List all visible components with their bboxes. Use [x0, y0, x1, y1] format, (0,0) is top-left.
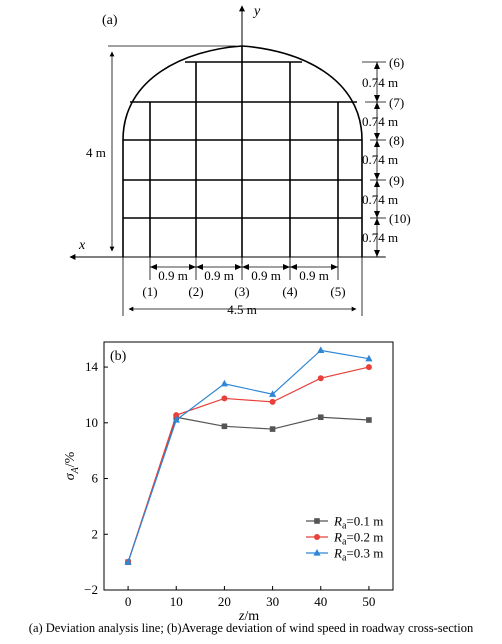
figure-caption: (a) Deviation analysis line; (b)Average … [28, 621, 474, 635]
line-label-3: (3) [234, 284, 249, 299]
data-point [366, 417, 372, 423]
y-axis-title: σA/% [63, 451, 81, 480]
data-point [269, 398, 276, 405]
series-line [127, 366, 370, 563]
legend-item-3: Ra=0.3 m [306, 546, 383, 564]
panel-b-chart: (b) 0 10 20 30 40 50 −2 2 6 10 14 z/m σA/% Ra=0.1 … [63, 341, 394, 624]
legend-label: Ra=0.1 m [333, 514, 383, 532]
panel-a-diagram: (a) y x 4 m (6) 0.74 m ( [69, 4, 411, 317]
line-label-7: (7) [389, 95, 404, 110]
data-point [268, 390, 277, 397]
y-axis-label: y [252, 4, 261, 19]
data-point [317, 375, 324, 382]
series-line [127, 349, 370, 563]
line-label-5: (5) [330, 284, 345, 299]
spacing-label-7-8: 0.74 m [362, 114, 398, 129]
x-axis-label: x [78, 238, 86, 253]
spacing-label-10-base: 0.74 m [362, 230, 398, 245]
x-tick-label: 20 [218, 594, 231, 609]
data-point [173, 412, 180, 419]
legend-item-2: Ra=0.2 m [306, 530, 383, 548]
data-point [365, 364, 372, 371]
data-point [221, 423, 228, 430]
legend-marker [314, 518, 320, 524]
panel-a-label: (a) [102, 13, 118, 28]
legend-label: Ra=0.3 m [333, 546, 383, 564]
x-tick-label: 50 [362, 594, 375, 609]
panel-b-label: (b) [110, 349, 127, 364]
data-point [317, 414, 324, 421]
line-label-8: (8) [389, 133, 404, 148]
series-line [127, 416, 369, 563]
y-tick-label: 14 [85, 359, 99, 374]
data-point [317, 346, 325, 353]
data-point [221, 395, 228, 402]
data-point [124, 558, 132, 565]
spacing-label-6-7: 0.74 m [362, 75, 398, 90]
line-label-6: (6) [389, 55, 404, 70]
y-tick-label: 6 [92, 471, 99, 486]
spacing-label-1-2: 0.9 m [158, 268, 188, 283]
x-tick-label: 0 [125, 594, 132, 609]
line-label-10: (10) [389, 211, 411, 226]
x-tick-label: 10 [170, 594, 183, 609]
line-label-2: (2) [188, 284, 203, 299]
spacing-label-2-3: 0.9 m [204, 268, 234, 283]
y-tick-label: −2 [84, 582, 98, 597]
height-label: 4 m [86, 145, 106, 160]
data-point [269, 426, 276, 432]
line-label-1: (1) [142, 284, 157, 299]
legend: Ra=0.1 mRa=0.2 mRa=0.3 m [306, 514, 383, 564]
spacing-label-4-5: 0.9 m [299, 268, 329, 283]
x-tick-label: 30 [266, 594, 279, 609]
y-tick-label: 10 [85, 415, 98, 430]
plot-frame [103, 341, 394, 591]
width-label: 4.5 m [227, 302, 257, 317]
spacing-label-8-9: 0.74 m [362, 152, 398, 167]
x-axis-title: z/m [238, 609, 259, 624]
series-3 [124, 346, 373, 565]
x-tick-label: 40 [314, 594, 327, 609]
spacing-label-9-10: 0.74 m [362, 192, 398, 207]
bottom-arrows [150, 264, 338, 270]
line-label-9: (9) [389, 173, 404, 188]
data-point [220, 379, 229, 387]
data-point [172, 416, 180, 423]
axis-ticks: 0 10 20 30 40 50 −2 2 6 10 14 [84, 359, 375, 609]
right-arrows [374, 62, 380, 257]
legend-marker [314, 534, 320, 540]
spacing-label-3-4: 0.9 m [251, 268, 281, 283]
data-point [365, 354, 373, 362]
y-tick-label: 2 [92, 526, 99, 541]
legend-marker [313, 549, 321, 556]
line-label-4: (4) [282, 284, 297, 299]
legend-item-1: Ra=0.1 m [306, 514, 383, 532]
series-layer [124, 346, 373, 566]
legend-label: Ra=0.2 m [333, 530, 383, 548]
